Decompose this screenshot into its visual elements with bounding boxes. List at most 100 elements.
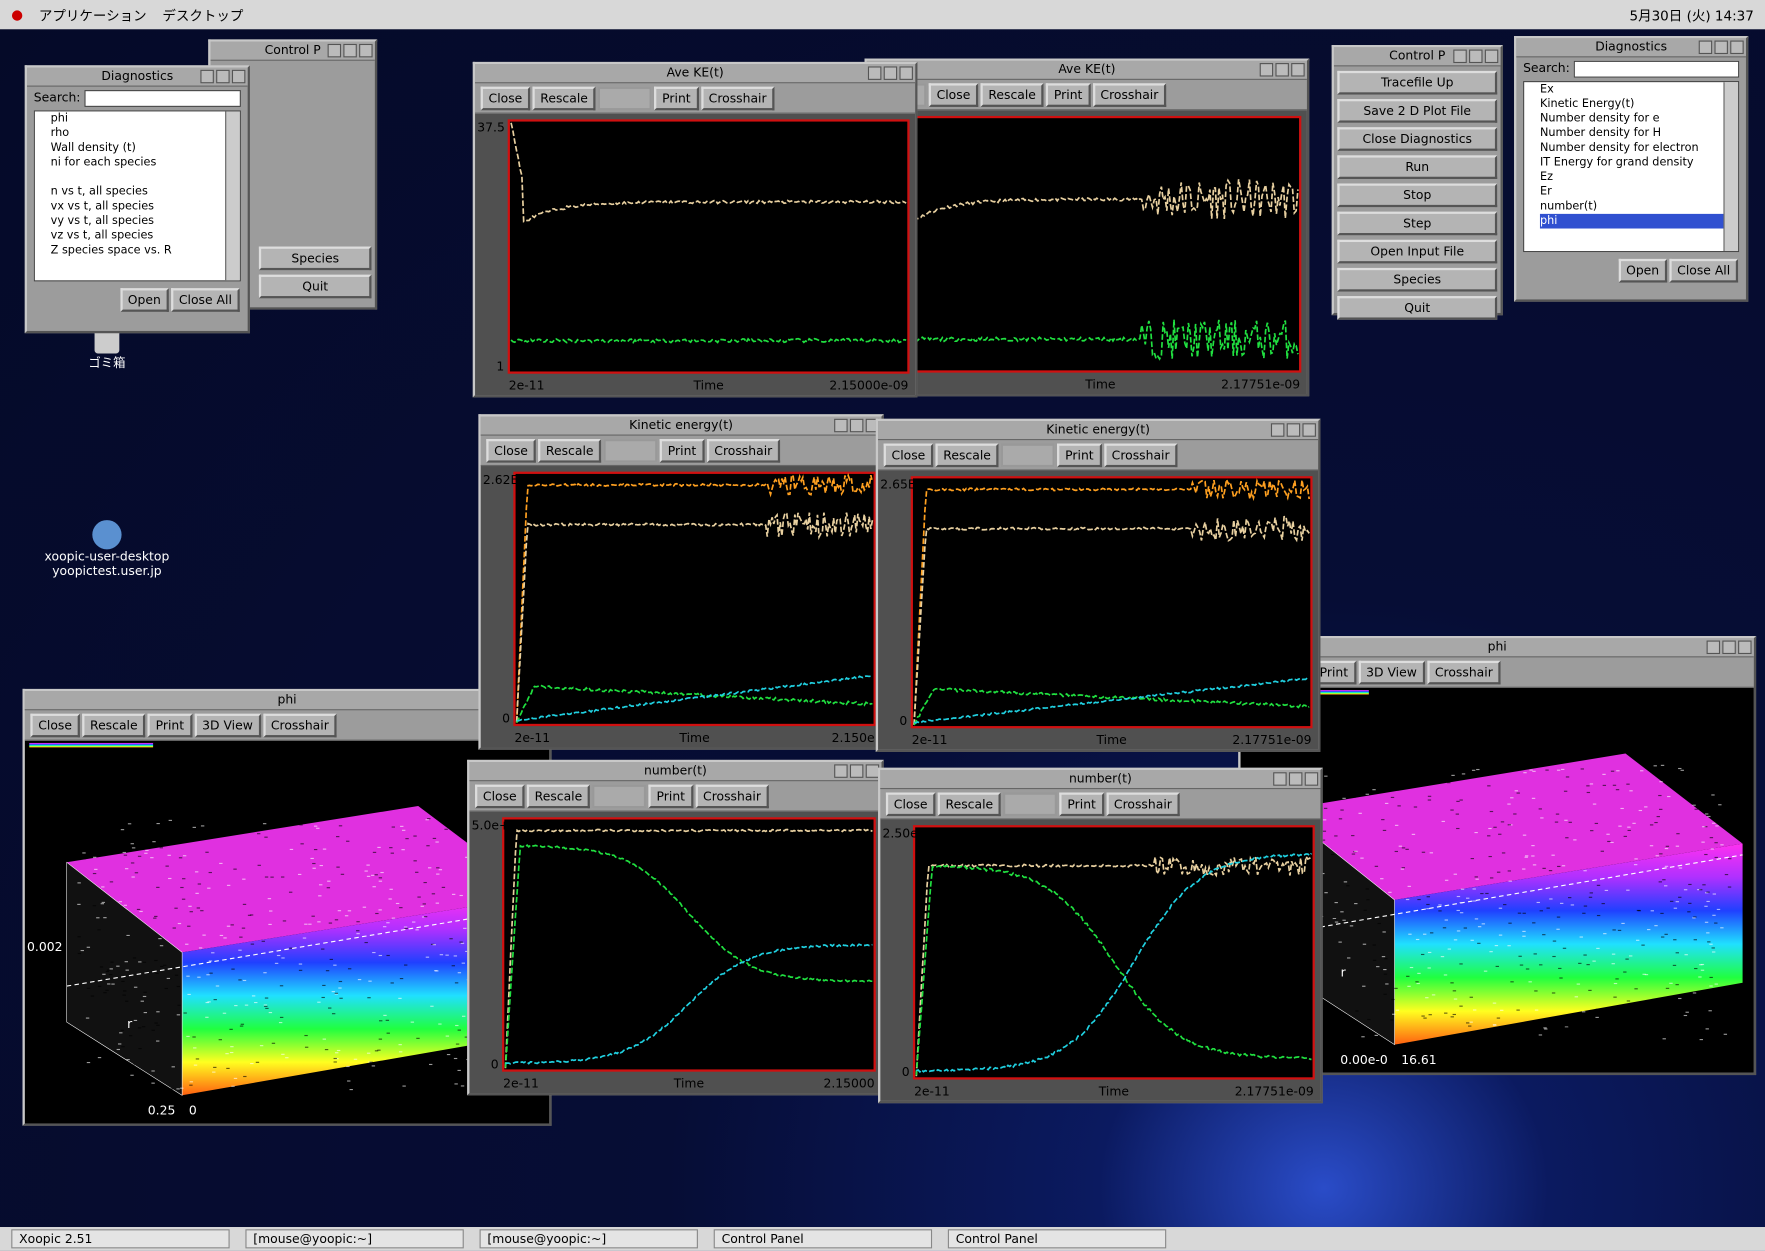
window-control-button[interactable] <box>1273 772 1287 786</box>
list-item[interactable]: phi <box>1540 214 1738 229</box>
list-item[interactable]: vy vs t, all species <box>51 214 240 229</box>
window-control-button[interactable] <box>850 764 864 778</box>
taskbar-item[interactable]: [mouse@yoopic:~] <box>245 1229 463 1248</box>
window-control-button[interactable] <box>232 70 246 84</box>
button[interactable]: Close <box>475 785 524 809</box>
list-item[interactable]: IT Energy for grand density <box>1540 155 1738 170</box>
list-item[interactable]: Ez <box>1540 170 1738 185</box>
list-item[interactable]: Kinetic Energy(t) <box>1540 97 1738 112</box>
button[interactable]: Crosshair <box>1104 444 1178 468</box>
window-control-button[interactable] <box>1275 63 1289 77</box>
window-control-button[interactable] <box>1722 641 1736 655</box>
menu-item[interactable]: デスクトップ <box>162 5 243 24</box>
taskbar-item[interactable]: Xoopic 2.51 <box>11 1229 229 1248</box>
list-item[interactable]: Wall density (t) <box>51 141 240 156</box>
window-control-button[interactable] <box>1707 641 1721 655</box>
button[interactable]: Crosshair <box>701 87 775 111</box>
window-control-button[interactable] <box>1738 641 1752 655</box>
window-control-button[interactable] <box>834 419 848 433</box>
window-control-button[interactable] <box>1291 63 1305 77</box>
button[interactable]: Print <box>148 714 192 738</box>
button[interactable]: Print <box>654 87 698 111</box>
window-control-button[interactable] <box>834 764 848 778</box>
taskbar-item[interactable]: Control Panel <box>948 1229 1166 1248</box>
window-control-button[interactable] <box>216 70 230 84</box>
button[interactable]: Close <box>486 439 535 463</box>
button[interactable]: Crosshair <box>1427 661 1501 685</box>
button[interactable]: Close <box>886 792 935 816</box>
button[interactable]: Quit <box>259 275 372 299</box>
window-control-button[interactable] <box>1289 772 1303 786</box>
taskbar-item[interactable]: [mouse@yoopic:~] <box>480 1229 698 1248</box>
button[interactable]: Print <box>1060 792 1104 816</box>
window-control-button[interactable] <box>343 44 357 58</box>
list-item[interactable]: Z species space vs. R <box>51 243 240 258</box>
button[interactable]: Crosshair <box>263 714 337 738</box>
button[interactable]: Crosshair <box>706 439 780 463</box>
list-item[interactable]: phi <box>51 111 240 126</box>
window-control-button[interactable] <box>1305 772 1319 786</box>
taskbar-item[interactable]: Control Panel <box>714 1229 932 1248</box>
button[interactable]: Rescale <box>538 439 601 463</box>
button[interactable]: Close <box>481 87 530 111</box>
window-control-button[interactable] <box>1485 50 1499 64</box>
window-control-button[interactable] <box>1730 41 1744 55</box>
button[interactable]: Close <box>884 444 933 468</box>
window-control-button[interactable] <box>1469 50 1483 64</box>
server-icon[interactable]: xoopic-user-desktop yoopictest.user.jp <box>17 520 197 579</box>
search-input[interactable] <box>84 90 241 107</box>
list-item[interactable]: Er <box>1540 185 1738 200</box>
list-item[interactable]: n vs t, all species <box>51 185 240 200</box>
button[interactable]: Print <box>660 439 704 463</box>
window-control-button[interactable] <box>1714 41 1728 55</box>
button[interactable]: Step <box>1337 212 1497 236</box>
button[interactable]: Tracefile Up <box>1337 71 1497 95</box>
list-item[interactable]: Number density for e <box>1540 111 1738 126</box>
list-item[interactable]: vx vs t, all species <box>51 199 240 214</box>
button[interactable]: Close <box>30 714 79 738</box>
window-control-button[interactable] <box>1453 50 1467 64</box>
button[interactable]: 3D View <box>194 714 261 738</box>
menu-item[interactable]: アプリケーション <box>39 5 147 24</box>
button[interactable]: Run <box>1337 155 1497 179</box>
button[interactable]: Stop <box>1337 183 1497 207</box>
window-control-button[interactable] <box>1699 41 1713 55</box>
button[interactable]: Crosshair <box>695 785 769 809</box>
button[interactable]: Rescale <box>82 714 145 738</box>
button[interactable]: Open Input File <box>1337 240 1497 264</box>
button[interactable]: Open <box>1618 259 1667 283</box>
button[interactable]: Close All <box>1669 259 1738 283</box>
trash-icon[interactable]: ゴミ箱 <box>17 329 197 372</box>
button[interactable]: Save 2 D Plot File <box>1337 99 1497 123</box>
window-control-button[interactable] <box>868 66 882 80</box>
search-input[interactable] <box>1573 61 1739 78</box>
window-control-button[interactable] <box>1271 423 1285 437</box>
button[interactable]: Quit <box>1337 296 1497 320</box>
list-item[interactable]: rho <box>51 126 240 141</box>
window-control-button[interactable] <box>1260 63 1274 77</box>
window-control-button[interactable] <box>899 66 913 80</box>
window-control-button[interactable] <box>850 419 864 433</box>
button[interactable]: Print <box>1046 83 1090 107</box>
list-item[interactable]: Ex <box>1540 82 1738 97</box>
button[interactable]: Open <box>120 288 169 312</box>
button[interactable]: Rescale <box>935 444 998 468</box>
window-control-button[interactable] <box>359 44 373 58</box>
window-control-button[interactable] <box>1302 423 1316 437</box>
window-control-button[interactable] <box>884 66 898 80</box>
list-item[interactable]: vz vs t, all species <box>51 229 240 244</box>
button[interactable]: Rescale <box>980 83 1043 107</box>
list-item[interactable] <box>51 170 240 185</box>
button[interactable]: Rescale <box>532 87 595 111</box>
button[interactable]: Species <box>1337 268 1497 292</box>
button[interactable]: Close Diagnostics <box>1337 127 1497 151</box>
button[interactable]: 3D View <box>1358 661 1425 685</box>
list-item[interactable]: number(t) <box>1540 199 1738 214</box>
button[interactable]: Rescale <box>527 785 590 809</box>
window-control-button[interactable] <box>1287 423 1301 437</box>
button[interactable]: Species <box>259 247 372 271</box>
button[interactable]: Close All <box>171 288 240 312</box>
button[interactable]: Close <box>929 83 978 107</box>
button[interactable]: Print <box>1057 444 1101 468</box>
window-control-button[interactable] <box>328 44 342 58</box>
